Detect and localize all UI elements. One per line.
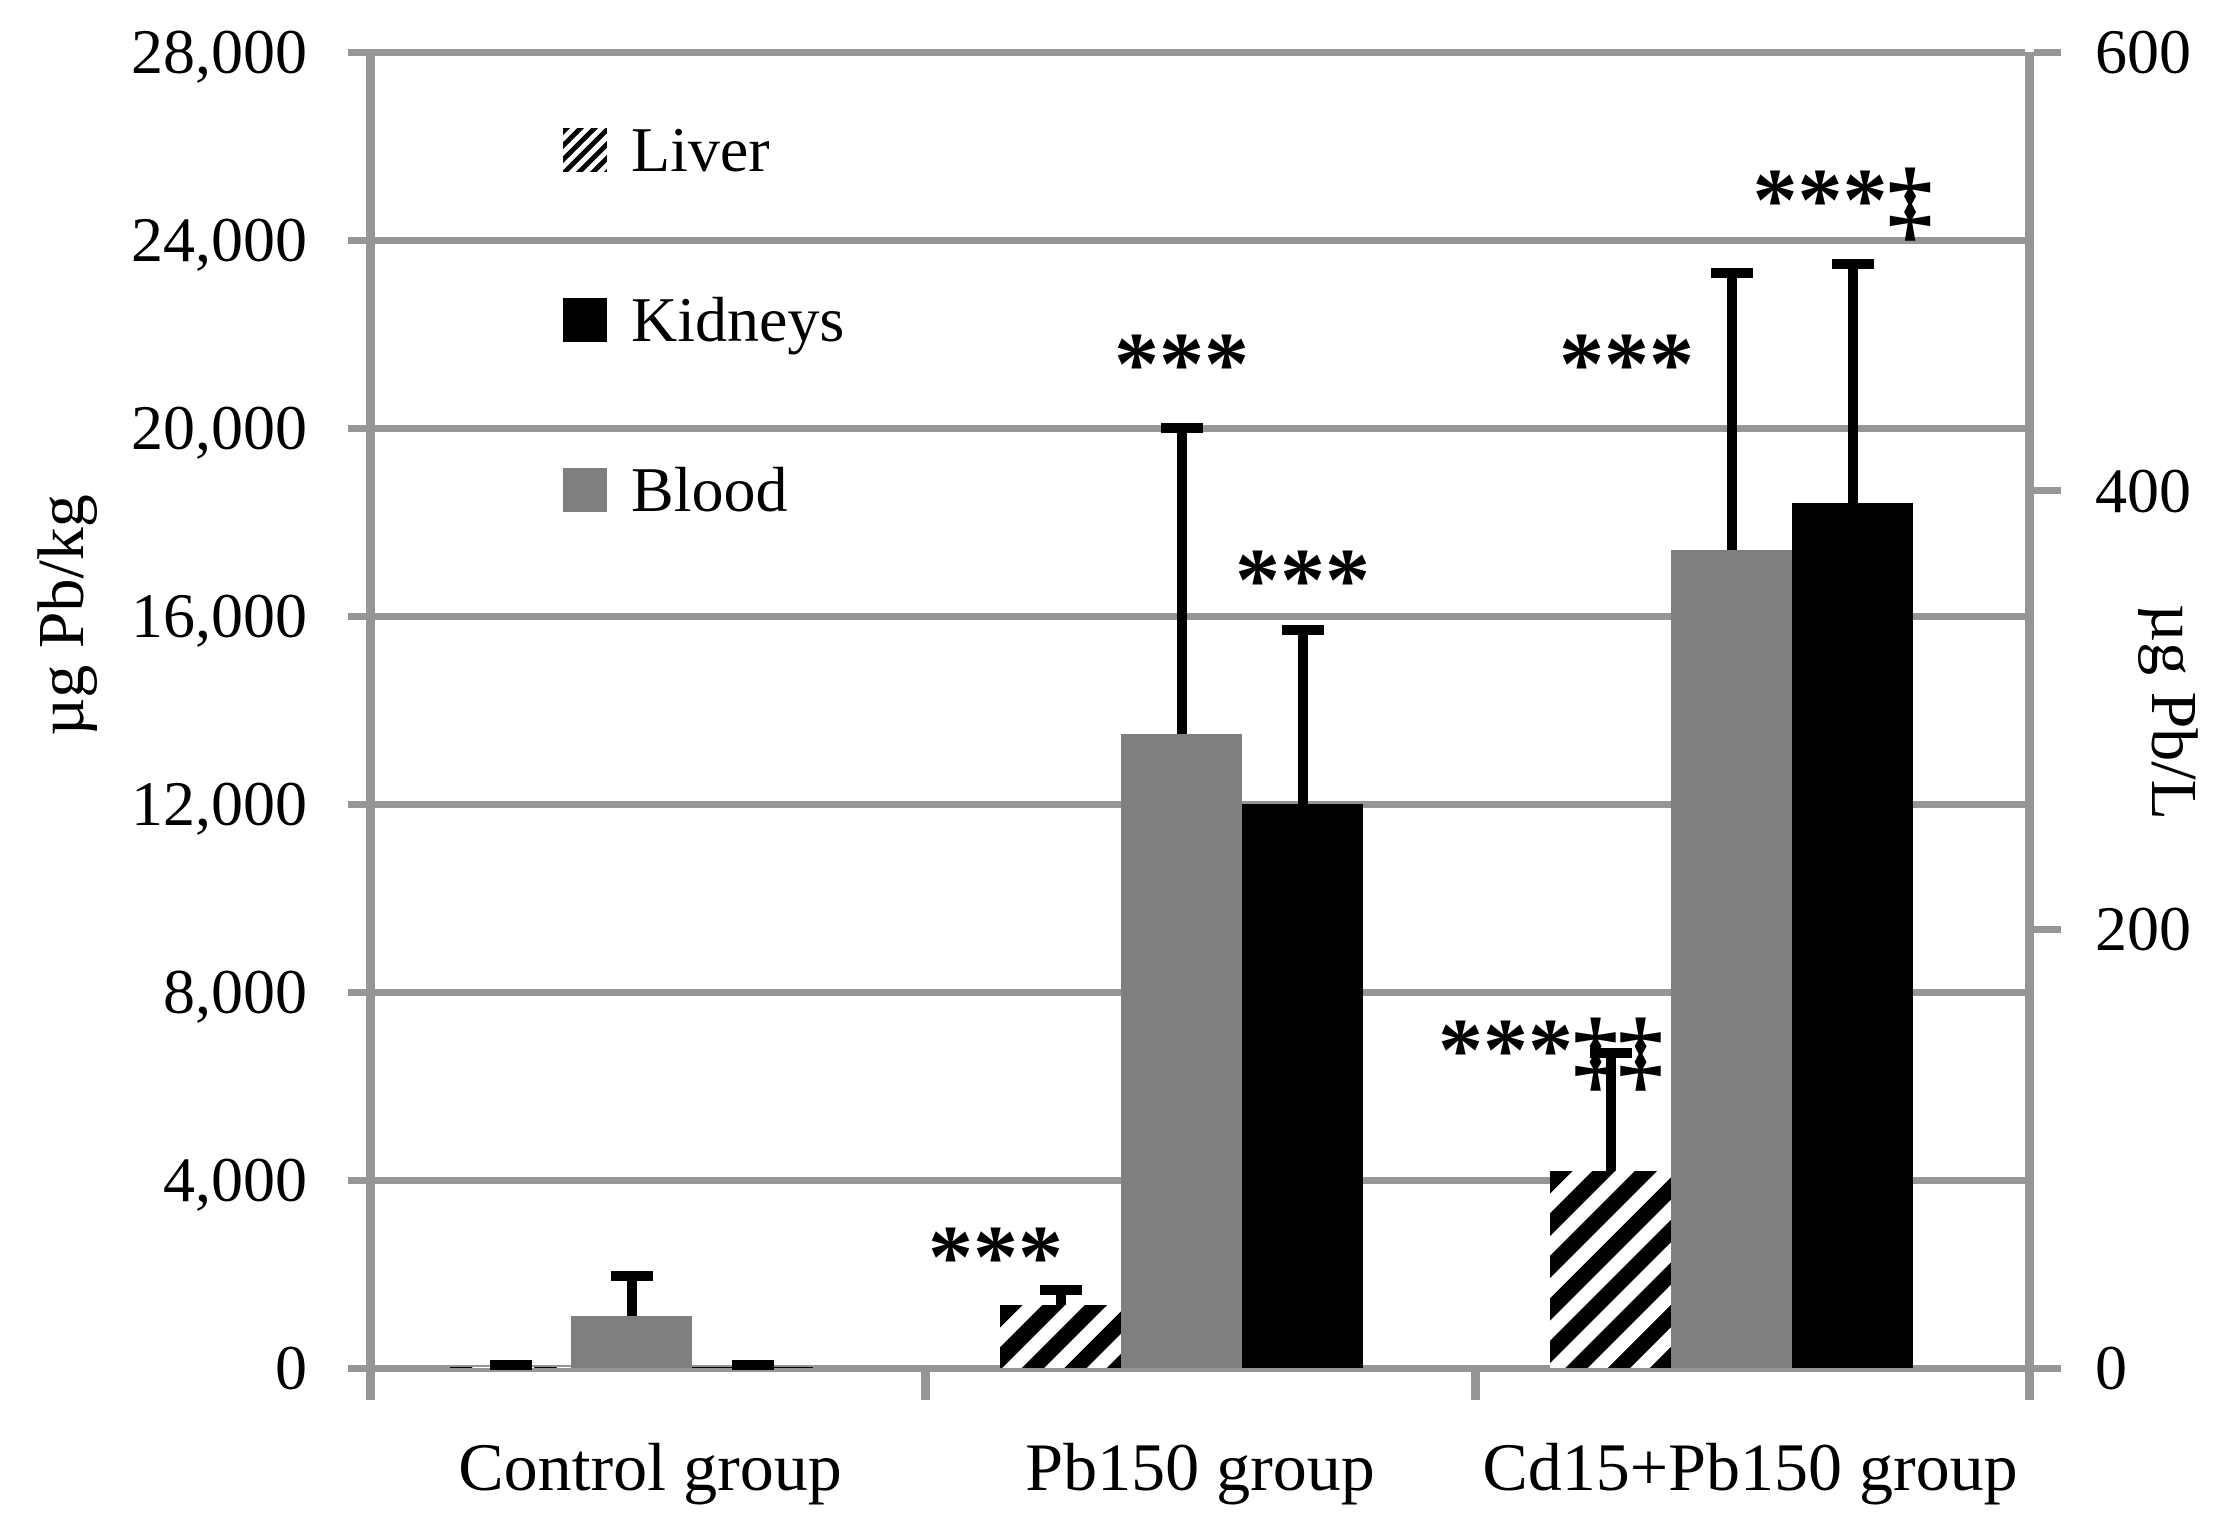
x-axis-category-label: Control group [458, 1429, 842, 1505]
y-axis-tick-left [348, 1176, 375, 1184]
error-bar-cap [1039, 1285, 1082, 1296]
legend-swatch-kidneys-icon [563, 298, 607, 342]
y-axis-tick-right [2034, 925, 2061, 933]
y-axis-tick-label-left: 0 [275, 1332, 307, 1403]
significance-annotation: *** [1235, 531, 1370, 631]
y-axis-tick-label-left: 24,000 [131, 204, 307, 275]
y-axis-tick-label-right: 200 [2095, 893, 2191, 965]
error-bar-line [1847, 263, 1858, 504]
y-axis-tick-left [348, 424, 375, 432]
x-axis-category-label: Cd15+Pb150 group [1482, 1429, 2018, 1505]
significance-annotation: ***‡‡ [1438, 1001, 1663, 1101]
legend-item-kidneys: Kidneys [563, 284, 845, 355]
y-axis-tick-left [348, 48, 375, 56]
y-axis-tick-label-right: 0 [2095, 1332, 2127, 1403]
legend-label-liver: Liver [631, 114, 770, 185]
y-axis-tick-left [348, 800, 375, 808]
y-axis-tick-label-left: 20,000 [131, 392, 307, 463]
gridline [375, 236, 2025, 244]
x-axis-boundary-tick [1470, 1368, 1480, 1400]
significance-annotation: *** [1114, 315, 1249, 415]
bar-blood [1121, 733, 1242, 1368]
significance-annotation: *** [1559, 315, 1694, 415]
error-bar-line [1297, 630, 1308, 804]
error-bar-cap [1160, 423, 1203, 433]
y-axis-tick-label-right: 400 [2095, 454, 2191, 526]
error-bar-line [1055, 1290, 1066, 1305]
bar-kidneys [1242, 804, 1363, 1368]
error-bar-line [1605, 1053, 1616, 1171]
legend-label-blood: Blood [631, 454, 788, 525]
y-axis-tick-label-left: 8,000 [163, 956, 307, 1027]
right-axis-title: µg Pb/L [2137, 604, 2210, 820]
y-axis-tick-left [348, 1364, 375, 1372]
y-axis-tick-left [348, 988, 375, 996]
legend-item-blood: Blood [563, 454, 844, 525]
gridline [375, 1364, 2025, 1372]
y-axis-tick-right [2034, 487, 2061, 495]
error-bar-cap [1281, 625, 1324, 636]
error-bar-line [1176, 428, 1187, 734]
x-axis-boundary-tick [920, 1368, 930, 1400]
y-axis-tick-label-left: 4,000 [163, 1144, 307, 1215]
x-axis-category-label: Pb150 group [1025, 1429, 1375, 1505]
significance-annotation: *** [928, 1208, 1063, 1308]
error-bar-cap [489, 1360, 532, 1371]
y-axis-line-left [366, 52, 375, 1400]
significance-annotation: ***‡ [1752, 150, 1933, 250]
legend-swatch-liver-icon [563, 128, 607, 172]
legend-item-liver: Liver [563, 114, 844, 185]
y-axis-tick-label-right: 600 [2095, 16, 2191, 87]
legend-label-kidneys: Kidneys [631, 284, 845, 355]
error-bar-cap [1831, 258, 1874, 269]
y-axis-line-right [2025, 52, 2034, 1400]
bar-kidneys [1792, 503, 1913, 1368]
error-bar-cap [1589, 1048, 1632, 1059]
bar-blood [1671, 550, 1792, 1368]
legend: Liver Kidneys Blood [563, 114, 845, 625]
y-axis-tick-left [348, 612, 375, 620]
error-bar-line [626, 1276, 637, 1317]
error-bar-cap [1710, 267, 1753, 278]
error-bar-line [1726, 272, 1737, 551]
legend-swatch-blood-icon [563, 468, 607, 512]
y-axis-tick-label-left: 12,000 [131, 768, 307, 839]
error-bar-cap [731, 1360, 774, 1371]
y-axis-tick-right [2034, 48, 2061, 56]
bar-liver [1000, 1304, 1121, 1368]
y-axis-tick-right [2034, 1364, 2061, 1372]
error-bar-cap [610, 1271, 653, 1282]
plot-area [375, 48, 2025, 1372]
gridline [375, 612, 2025, 620]
y-axis-tick-label-left: 28,000 [131, 16, 307, 87]
bar-liver [1550, 1170, 1671, 1368]
gridline [375, 48, 2025, 56]
y-axis-tick-left [348, 236, 375, 244]
bar-blood [571, 1316, 692, 1368]
y-axis-tick-label-left: 16,000 [131, 580, 307, 651]
